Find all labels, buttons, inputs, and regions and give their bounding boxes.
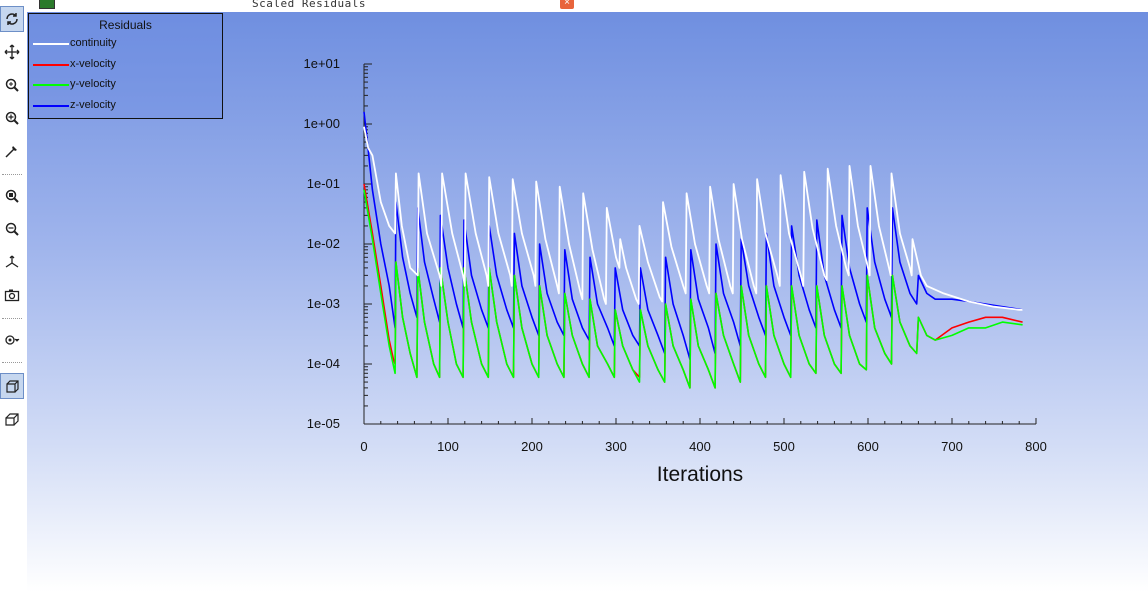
y-tick-label: 1e-05 <box>307 416 340 431</box>
residuals-chart: 1e+01 1e+00 1e-01 1e-02 1e-03 1e-04 1e-05 0 100 2… <box>303 56 1047 486</box>
probe-icon <box>5 146 17 158</box>
legend-title: Residuals <box>99 18 152 32</box>
graphics-toolbar <box>0 0 27 592</box>
plot-area: 1e+01 1e+00 1e-01 1e-02 1e-03 1e-04 1e-05 0 100 2… <box>27 12 1148 592</box>
zoom-icon <box>5 78 19 92</box>
view-options-icon <box>5 335 20 345</box>
legend[interactable]: Residuals continuity x-velocity y-velocity… <box>28 13 223 119</box>
toolbar-separator <box>2 362 22 363</box>
rotate-tool-button[interactable] <box>0 6 24 32</box>
legend-label: x-velocity <box>70 57 116 70</box>
zoom-to-fit-icon <box>5 189 19 203</box>
pan-icon <box>4 44 20 60</box>
axes-tool-button[interactable] <box>0 249 24 275</box>
zoom-to-fit-tool-button[interactable] <box>0 183 24 209</box>
y-tick-label: 1e-04 <box>307 356 340 371</box>
x-tick-label: 200 <box>521 439 543 454</box>
legend-label: continuity <box>70 37 117 49</box>
x-tick-label: 500 <box>773 439 795 454</box>
camera-tool-button[interactable] <box>0 282 24 308</box>
y-tick-label: 1e-02 <box>307 236 340 251</box>
axes-icon <box>5 255 19 268</box>
zoom-in-tool-button[interactable] <box>0 105 24 131</box>
series-line-continuity <box>363 126 1023 311</box>
orthographic-icon <box>6 380 19 393</box>
window-tab-bar: Scaled Residuals × <box>27 0 1148 12</box>
zoom-tool-button[interactable] <box>0 72 24 98</box>
zoom-in-icon <box>5 111 19 125</box>
legend-swatch <box>33 43 69 45</box>
perspective-tool-button[interactable] <box>0 406 24 432</box>
legend-entry-x-velocity[interactable]: x-velocity <box>29 55 222 76</box>
y-tick-label: 1e+01 <box>303 56 340 71</box>
series-line-z-velocity <box>363 111 1023 361</box>
x-tick-label: 400 <box>689 439 711 454</box>
camera-icon <box>4 289 20 302</box>
view-options-tool-button[interactable] <box>0 327 24 353</box>
legend-label: z-velocity <box>70 98 116 111</box>
x-tick-label: 800 <box>1025 439 1047 454</box>
y-tick-label: 1e+00 <box>303 116 340 131</box>
zoom-out-tool-button[interactable] <box>0 216 24 242</box>
rotate-icon <box>6 13 18 25</box>
legend-swatch <box>33 63 69 66</box>
x-tick-label: 300 <box>605 439 627 454</box>
perspective-icon <box>5 413 19 426</box>
legend-entry-y-velocity[interactable]: y-velocity <box>29 75 222 96</box>
pan-tool-button[interactable] <box>0 39 24 65</box>
y-tick-label: 1e-01 <box>307 176 340 191</box>
toolbar-separator <box>2 174 22 175</box>
legend-entry-z-velocity[interactable]: z-velocity <box>29 96 222 117</box>
x-axis-title: Iterations <box>657 463 743 486</box>
x-tick-label: 700 <box>941 439 963 454</box>
legend-label: y-velocity <box>70 78 116 90</box>
legend-swatch <box>33 84 69 86</box>
probe-tool-button[interactable] <box>0 138 24 164</box>
series-line-y-velocity <box>363 189 1023 389</box>
x-tick-label: 600 <box>857 439 879 454</box>
x-tick-label: 100 <box>437 439 459 454</box>
app-icon <box>39 0 55 9</box>
orthographic-tool-button[interactable] <box>0 373 24 399</box>
toolbar-separator <box>2 318 22 319</box>
zoom-out-icon <box>5 222 19 236</box>
legend-swatch <box>33 104 69 107</box>
legend-entry-continuity[interactable]: continuity <box>29 34 222 55</box>
window-tab-title[interactable]: Scaled Residuals <box>252 0 366 10</box>
x-tick-label: 0 <box>360 439 367 454</box>
legend-rows: continuity x-velocity y-velocity z-velocity <box>29 34 222 116</box>
y-tick-label: 1e-03 <box>307 296 340 311</box>
tab-close-icon[interactable]: × <box>560 0 574 9</box>
